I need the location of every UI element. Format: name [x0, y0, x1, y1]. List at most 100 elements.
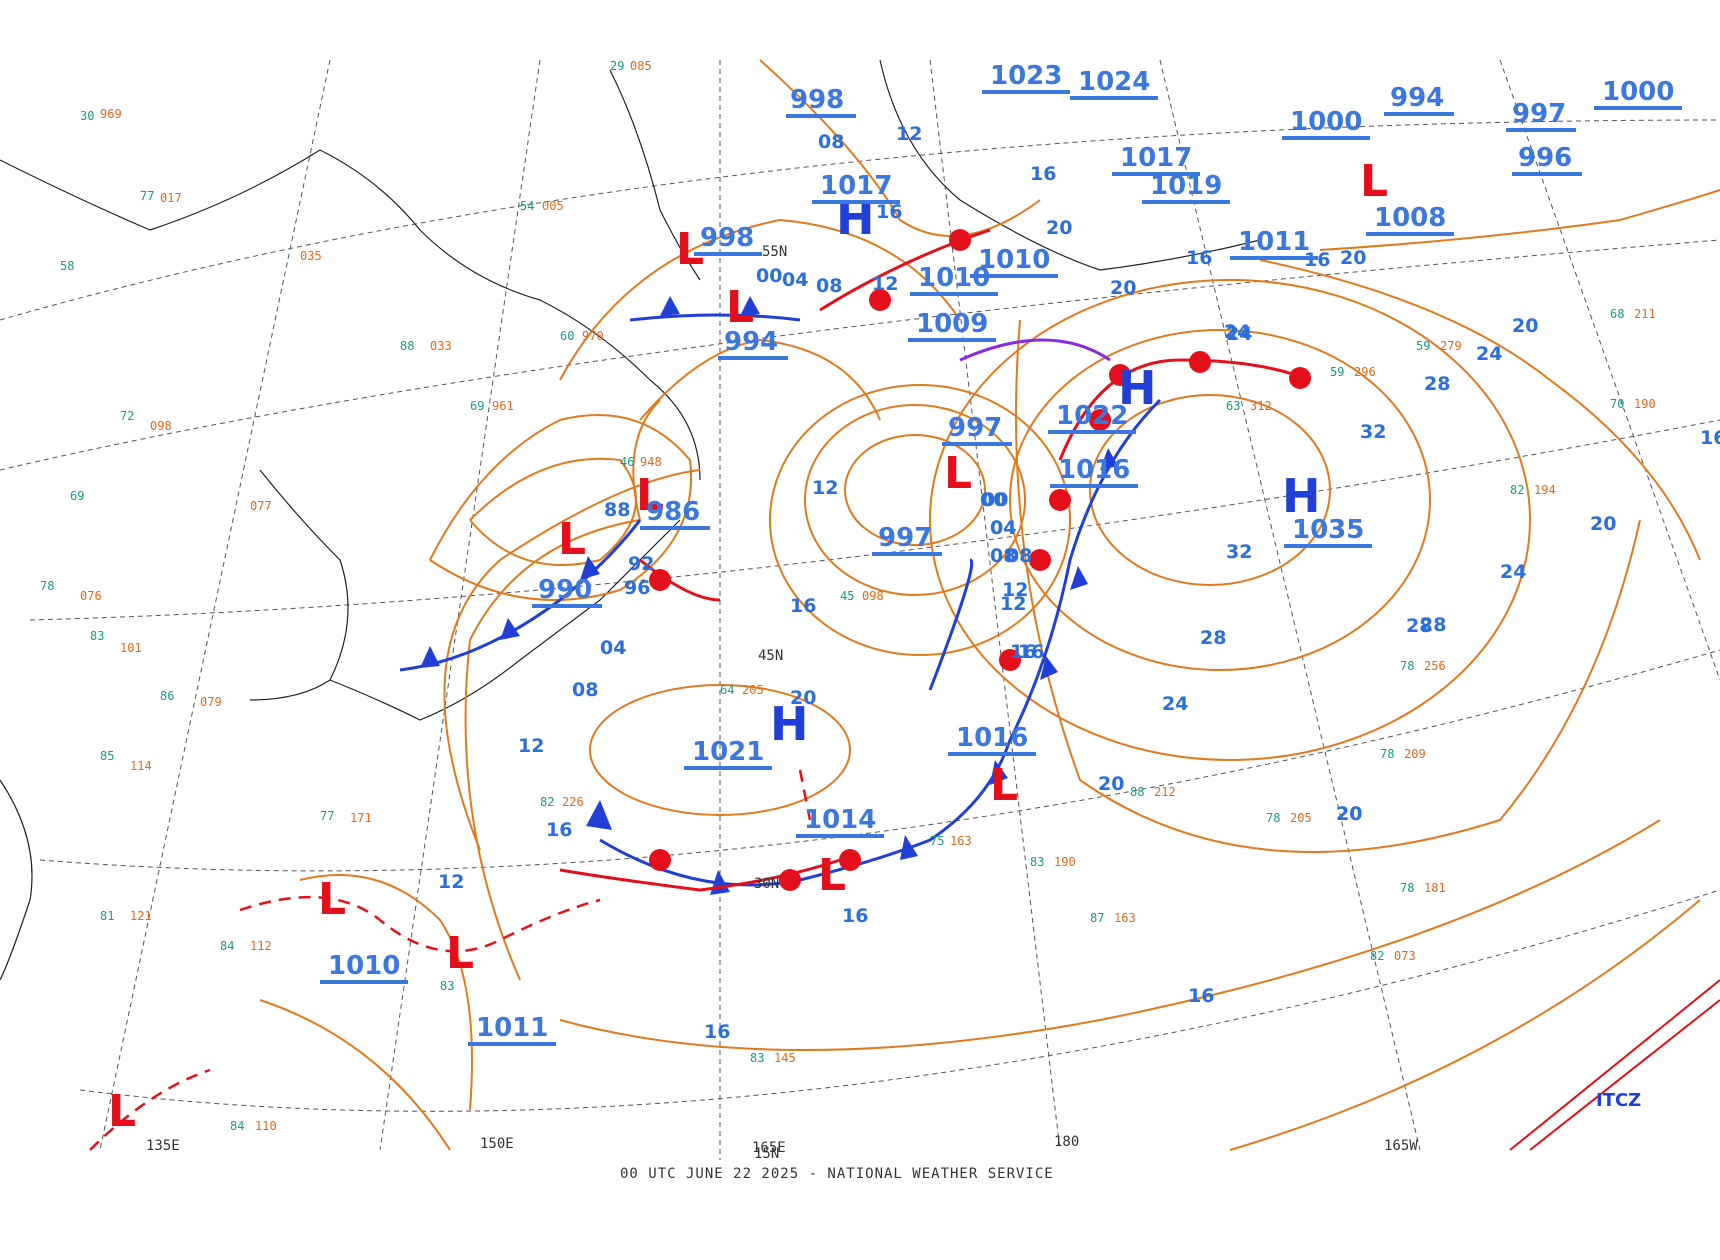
svg-text:78: 78	[1380, 747, 1394, 761]
svg-text:171: 171	[350, 811, 372, 825]
svg-text:073: 073	[1394, 949, 1416, 963]
warm-front-bumps	[649, 229, 1311, 891]
svg-text:69: 69	[470, 399, 484, 413]
svg-text:017: 017	[160, 191, 182, 205]
svg-text:78: 78	[40, 579, 54, 593]
pressure-value: 990	[538, 575, 592, 605]
pressure-value: 997	[948, 413, 1002, 443]
svg-text:209: 209	[1404, 747, 1426, 761]
svg-text:75: 75	[930, 834, 944, 848]
svg-text:194: 194	[1534, 483, 1556, 497]
pressure-value: 1017	[1120, 143, 1192, 173]
isobar-label: 24	[1500, 561, 1526, 583]
isobar-label: 16	[1030, 163, 1056, 185]
isobar-label: 16	[1018, 641, 1044, 663]
isobars	[259, 59, 1720, 1151]
isobar-label: 00	[982, 489, 1008, 511]
cold-front-barbs	[420, 296, 1118, 895]
lon-label: 165W	[1384, 1138, 1418, 1154]
isobar-label: 12	[1002, 579, 1028, 601]
svg-text:64: 64	[720, 683, 734, 697]
pressure-value: 994	[1390, 83, 1444, 113]
pressure-value: 1010	[978, 245, 1050, 275]
svg-text:78: 78	[1266, 811, 1280, 825]
svg-text:085: 085	[630, 59, 652, 73]
svg-text:82: 82	[540, 795, 554, 809]
isobar-label: 12	[896, 123, 922, 145]
isobar-label: 00	[980, 489, 1006, 511]
svg-text:77: 77	[140, 189, 154, 203]
isobar-label: 16	[790, 595, 816, 617]
svg-text:60: 60	[560, 329, 574, 343]
isobar-label: 08	[990, 545, 1016, 567]
isobar-label: 92	[628, 553, 654, 575]
lon-label: 135E	[146, 1138, 180, 1154]
svg-text:121: 121	[130, 909, 152, 923]
pressure-value: 1017	[820, 171, 892, 201]
pressure-value: 1023	[990, 61, 1062, 91]
isobar-label: 16	[704, 1021, 730, 1043]
svg-text:81: 81	[100, 909, 114, 923]
svg-text:969: 969	[100, 107, 122, 121]
svg-text:86: 86	[160, 689, 174, 703]
lat-label: 45N	[758, 648, 783, 664]
svg-text:005: 005	[542, 199, 564, 213]
isobar-labels: 08 12 16 00 04 08 12 16 20 24 28 32 32 2…	[438, 123, 1720, 1043]
svg-text:033: 033	[430, 339, 452, 353]
svg-text:84: 84	[230, 1119, 244, 1133]
isobar-label: 32	[1226, 541, 1252, 563]
pressure-value: 1000	[1602, 77, 1674, 107]
svg-text:69: 69	[70, 489, 84, 503]
isobar-label: 12	[438, 871, 464, 893]
pressure-value: 1011	[476, 1013, 548, 1043]
isobar-label: 28	[1406, 615, 1432, 637]
isobar-label: 96	[624, 577, 650, 599]
isobar-label: 16	[842, 905, 868, 927]
pressure-value: 1019	[1150, 171, 1222, 201]
pressure-value: 1010	[328, 951, 400, 981]
isobar-label: 20	[1110, 277, 1136, 299]
isobar-label: 12	[872, 273, 898, 295]
svg-text:110: 110	[255, 1119, 277, 1133]
low-centers: L L L L L L L L L L L	[108, 156, 1388, 1137]
isobar-label: 04	[782, 269, 808, 291]
pressure-value: 998	[790, 85, 844, 115]
svg-text:205: 205	[1290, 811, 1312, 825]
svg-text:101: 101	[120, 641, 142, 655]
low-center-symbol: L	[944, 448, 972, 499]
pressure-value: 1011	[1238, 227, 1310, 257]
isobar-label: 24	[1224, 321, 1250, 343]
pressure-value: 994	[724, 327, 778, 357]
isobar-label: 16	[546, 819, 572, 841]
svg-text:190: 190	[1054, 855, 1076, 869]
svg-text:46: 46	[620, 455, 634, 469]
svg-text:205: 205	[742, 683, 764, 697]
high-center-symbol: H	[770, 697, 809, 751]
pressure-value: 997	[878, 523, 932, 553]
isobar-label: 08	[818, 131, 844, 153]
svg-text:112: 112	[250, 939, 272, 953]
isobar-label: 04	[990, 517, 1016, 539]
svg-text:83: 83	[440, 979, 454, 993]
isobar-label: 12	[518, 735, 544, 757]
isobar-label: 16	[1010, 641, 1036, 663]
warm-fronts	[559, 228, 1311, 892]
pressure-value: 1016	[1058, 455, 1130, 485]
svg-text:256: 256	[1424, 659, 1446, 673]
pressure-value: 1000	[1290, 107, 1362, 137]
isobar-label: 28	[1424, 373, 1450, 395]
lat-label: 30N	[754, 876, 779, 892]
svg-text:45: 45	[840, 589, 854, 603]
svg-text:59: 59	[1416, 339, 1430, 353]
pressure-value: 1016	[956, 723, 1028, 753]
isobar-label: 20	[1336, 803, 1362, 825]
svg-text:29: 29	[610, 59, 624, 73]
pressure-value: 1009	[916, 309, 988, 339]
low-center-symbol: L	[446, 928, 474, 979]
pressure-value: 1022	[1056, 401, 1128, 431]
svg-text:114: 114	[130, 759, 152, 773]
isobar-label: 16	[1186, 247, 1212, 269]
itcz-band	[1509, 979, 1720, 1151]
isobar-label: 24	[1226, 323, 1252, 345]
